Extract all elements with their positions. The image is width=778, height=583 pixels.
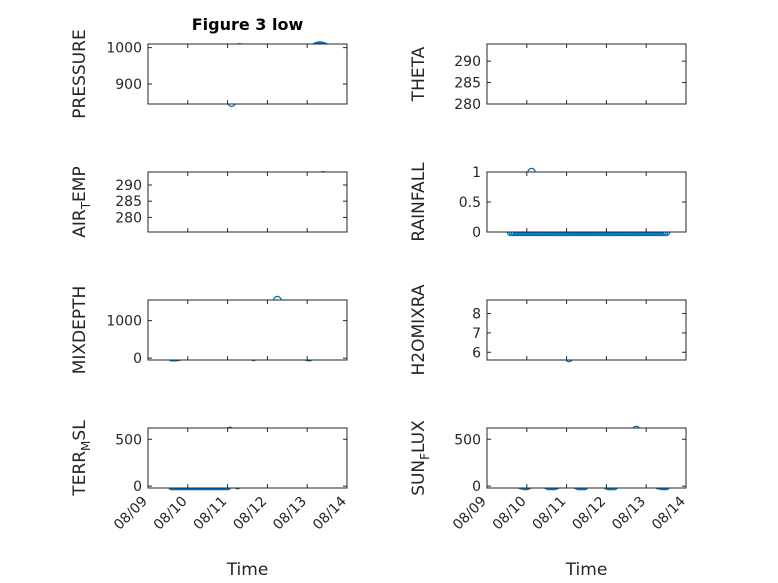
x-tick-label: 08/13: [270, 494, 310, 534]
y-tick-label: 0.5: [459, 195, 481, 211]
subplot-8: 0 500 08/09 08/10 08/11 08/12 08/13 08/14 Time SU…: [409, 420, 689, 580]
axes-frame: [147, 43, 348, 105]
x-tick-label: 08/12: [230, 494, 270, 534]
x-tick-label: 08/12: [569, 494, 609, 534]
y-axis-label: MIXDEPTH: [70, 286, 90, 375]
chart-title: Figure 3 low: [192, 15, 304, 34]
axes-frame: [486, 43, 687, 105]
x-tick-label: 08/14: [649, 493, 689, 533]
y-axis-label: TERRMSL: [70, 420, 93, 497]
y-axis-label: THETA: [409, 46, 429, 102]
axes-frame: [486, 299, 687, 361]
subplot-2: 280 285 290 THETA: [409, 43, 687, 113]
y-tick-label: 1000: [106, 41, 142, 57]
y-tick-label: 6: [472, 345, 481, 361]
x-tick-label: 08/11: [191, 494, 231, 534]
x-tick-label: 08/09: [450, 494, 490, 534]
y-tick-label: 8: [472, 307, 481, 323]
y-tick-label: 500: [454, 432, 481, 448]
axes-frame: [486, 171, 687, 233]
y-axis-label: AIRTEMP: [70, 166, 93, 237]
y-tick-label: 7: [472, 326, 481, 342]
y-axis-label: PRESSURE: [70, 29, 90, 118]
y-tick-label: 290: [454, 54, 481, 70]
axes-frame: [486, 427, 687, 489]
subplot-5: 0 1000 MIXDEPTH: [70, 286, 348, 375]
axes-frame: [147, 427, 348, 489]
subplot-1: 900 1000 PRESSURE Figure 3 low: [70, 15, 348, 119]
x-tick-label: 08/10: [490, 494, 530, 534]
y-tick-label: 0: [133, 479, 142, 495]
axes-frame: [147, 171, 348, 233]
y-tick-label: 0: [472, 479, 481, 495]
subplot-6: 6 7 8 H2OMIXRA: [409, 284, 687, 376]
x-axis-label: Time: [565, 560, 608, 580]
y-tick-label: 0: [472, 225, 481, 241]
y-axis-label: SUNFLUX: [409, 420, 432, 496]
y-tick-label: 290: [115, 178, 142, 194]
x-tick-label: 08/14: [310, 493, 350, 533]
y-axis-label: H2OMIXRA: [409, 284, 429, 375]
x-tick-label: 08/11: [530, 494, 570, 534]
y-tick-label: 285: [454, 76, 481, 92]
y-tick-label: 900: [115, 77, 142, 93]
subplot-4: 0 0.5 1 RAINFALL: [409, 162, 687, 242]
y-tick-label: 0: [133, 351, 142, 367]
x-tick-label: 08/10: [151, 494, 191, 534]
y-tick-label: 285: [115, 194, 142, 210]
x-tick-label: 08/13: [609, 494, 649, 534]
y-tick-label: 1: [472, 165, 481, 181]
axes-frame: [147, 299, 348, 361]
x-axis-label: Time: [226, 560, 269, 580]
y-axis-label: RAINFALL: [409, 162, 429, 242]
y-tick-label: 500: [115, 432, 142, 448]
y-tick-label: 280: [115, 210, 142, 226]
y-tick-label: 280: [454, 97, 481, 113]
subplot-7: 0 500 08/09 08/10 08/11 08/12 08/13 08/14 Time TE…: [70, 420, 350, 580]
y-tick-label: 1000: [106, 314, 142, 330]
x-tick-label: 08/09: [111, 494, 151, 534]
